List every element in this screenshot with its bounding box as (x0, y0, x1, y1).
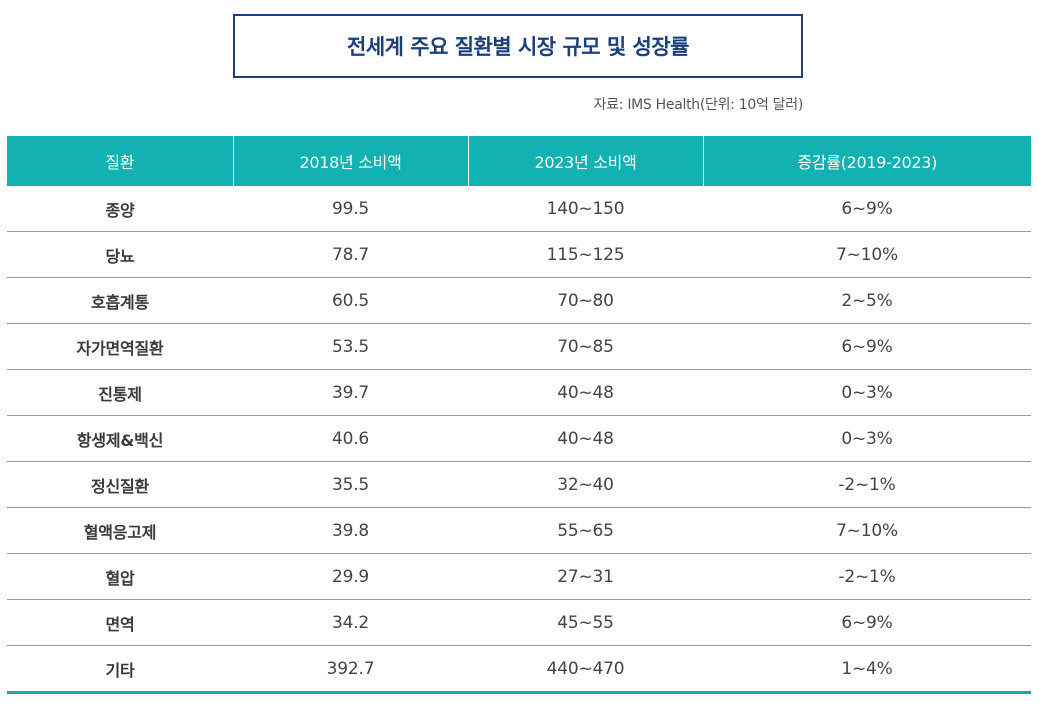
growth-cell: 6~9% (703, 186, 1031, 232)
table-row: 당뇨 78.7 115~125 7~10% (7, 231, 1031, 278)
disease-cell: 정신질환 (7, 461, 233, 508)
table-row: 진통제 39.7 40~48 0~3% (7, 369, 1031, 416)
table-row: 기타 392.7 440~470 1~4% (7, 645, 1031, 694)
spend-2018-cell: 34.2 (233, 599, 468, 646)
table-row: 항생제&백신 40.6 40~48 0~3% (7, 415, 1031, 462)
growth-cell: 7~10% (703, 231, 1031, 278)
spend-2023-cell: 40~48 (468, 369, 703, 416)
spend-2023-cell: 27~31 (468, 553, 703, 600)
table-row: 면역 34.2 45~55 6~9% (7, 599, 1031, 646)
spend-2023-cell: 140~150 (468, 186, 703, 232)
header-2018-spend: 2018년 소비액 (232, 136, 468, 186)
growth-cell: -2~1% (703, 461, 1031, 508)
page-title: 전세계 주요 질환별 시장 규모 및 성장률 (347, 35, 690, 59)
spend-2023-cell: 40~48 (468, 415, 703, 462)
spend-2018-cell: 53.5 (233, 323, 468, 370)
growth-cell: 6~9% (703, 323, 1031, 370)
spend-2018-cell: 40.6 (233, 415, 468, 462)
table-row: 혈액응고제 39.8 55~65 7~10% (7, 507, 1031, 554)
disease-cell: 항생제&백신 (7, 415, 233, 462)
spend-2023-cell: 440~470 (468, 645, 703, 694)
growth-cell: 0~3% (703, 369, 1031, 416)
spend-2023-cell: 70~85 (468, 323, 703, 370)
growth-cell: 6~9% (703, 599, 1031, 646)
disease-cell: 기타 (7, 645, 233, 694)
growth-cell: 1~4% (703, 645, 1031, 694)
market-size-table: 질환 2018년 소비액 2023년 소비액 증감률(2019-2023) 종양… (7, 136, 1031, 694)
disease-cell: 혈액응고제 (7, 507, 233, 554)
table-row: 정신질환 35.5 32~40 -2~1% (7, 461, 1031, 508)
spend-2018-cell: 39.7 (233, 369, 468, 416)
source-note: 자료: IMS Health(단위: 10억 달러) (593, 97, 804, 113)
disease-cell: 면역 (7, 599, 233, 646)
spend-2023-cell: 32~40 (468, 461, 703, 508)
spend-2023-cell: 115~125 (468, 231, 703, 278)
growth-cell: -2~1% (703, 553, 1031, 600)
spend-2018-cell: 392.7 (233, 645, 468, 694)
header-disease: 질환 (7, 136, 233, 186)
spend-2018-cell: 78.7 (233, 231, 468, 278)
disease-cell: 호흡계통 (7, 277, 233, 324)
table-row: 호흡계통 60.5 70~80 2~5% (7, 277, 1031, 324)
disease-cell: 진통제 (7, 369, 233, 416)
spend-2023-cell: 45~55 (468, 599, 703, 646)
spend-2018-cell: 35.5 (233, 461, 468, 508)
table-row: 혈압 29.9 27~31 -2~1% (7, 553, 1031, 600)
title-box: 전세계 주요 질환별 시장 규모 및 성장률 (233, 14, 803, 78)
growth-cell: 2~5% (703, 277, 1031, 324)
disease-cell: 당뇨 (7, 231, 233, 278)
spend-2018-cell: 99.5 (233, 186, 468, 232)
table-header-row: 질환 2018년 소비액 2023년 소비액 증감률(2019-2023) (7, 136, 1031, 186)
spend-2023-cell: 70~80 (468, 277, 703, 324)
table-row: 자가면역질환 53.5 70~85 6~9% (7, 323, 1031, 370)
disease-cell: 혈압 (7, 553, 233, 600)
table-row: 종양 99.5 140~150 6~9% (7, 186, 1031, 232)
spend-2018-cell: 39.8 (233, 507, 468, 554)
spend-2018-cell: 60.5 (233, 277, 468, 324)
spend-2023-cell: 55~65 (468, 507, 703, 554)
disease-cell: 자가면역질환 (7, 323, 233, 370)
spend-2018-cell: 29.9 (233, 553, 468, 600)
disease-cell: 종양 (7, 186, 233, 232)
header-2023-spend: 2023년 소비액 (467, 136, 703, 186)
growth-cell: 7~10% (703, 507, 1031, 554)
header-growth-rate: 증감률(2019-2023) (702, 136, 1031, 186)
growth-cell: 0~3% (703, 415, 1031, 462)
